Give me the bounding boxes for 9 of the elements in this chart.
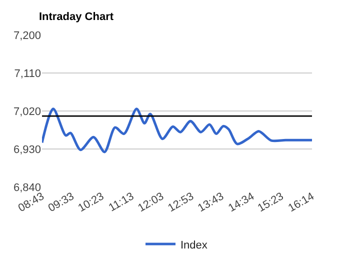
y-tick-label: 7,200 <box>13 30 41 42</box>
line-series <box>42 108 312 154</box>
x-tick-label: 09:33 <box>46 190 76 215</box>
legend-label: Index <box>180 239 208 252</box>
y-tick-label: 6,930 <box>13 144 41 156</box>
chart-title: Intraday Chart <box>38 10 114 23</box>
y-tick-label: 7,110 <box>14 68 41 80</box>
y-tick-label: 7,020 <box>13 106 41 118</box>
y-tick-label: 6,840 <box>13 182 41 194</box>
